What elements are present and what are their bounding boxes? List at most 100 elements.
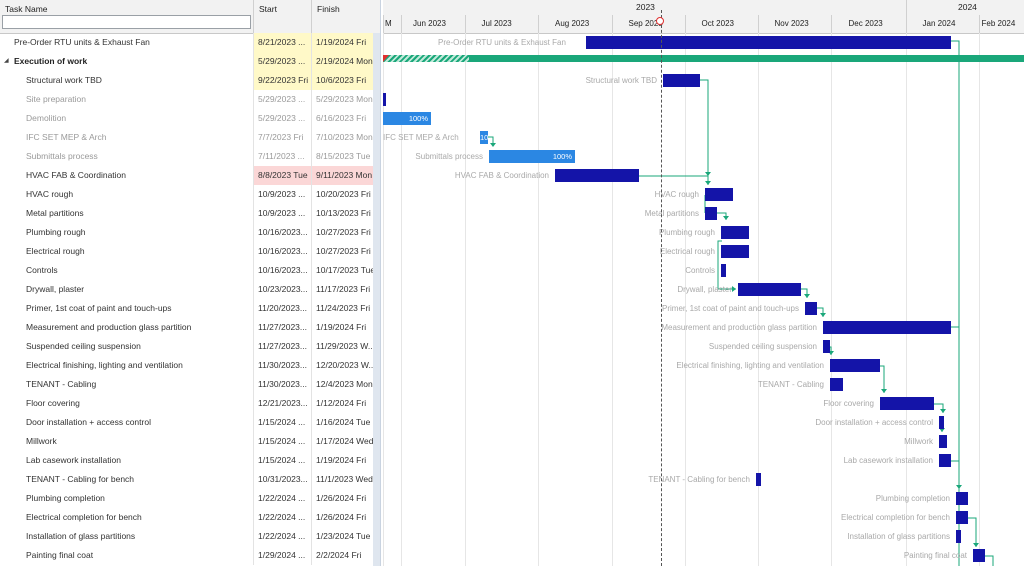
task-bar[interactable] bbox=[805, 302, 817, 315]
task-bar[interactable] bbox=[823, 340, 830, 353]
task-row[interactable]: IFC SET MEP & Arch 7/7/2023 Fri 7/10/2023 … bbox=[0, 128, 380, 147]
task-row[interactable]: Door installation + access control 1/15/2… bbox=[0, 413, 380, 432]
start-date-cell[interactable]: 10/16/2023... bbox=[254, 242, 312, 261]
task-bar[interactable] bbox=[756, 473, 761, 486]
task-row[interactable]: ◢ Execution of work 5/29/2023 ... 2/19/2024… bbox=[0, 52, 380, 71]
task-name-cell[interactable]: Lab casework installation bbox=[0, 451, 254, 470]
task-row[interactable]: Site preparation 5/29/2023 ... 5/29/2023 M… bbox=[0, 90, 380, 109]
task-bar[interactable] bbox=[721, 264, 726, 277]
start-date-cell[interactable]: 5/29/2023 ... bbox=[254, 109, 312, 128]
finish-date-cell[interactable]: 1/26/2024 Fri bbox=[316, 512, 367, 522]
task-bar[interactable] bbox=[705, 188, 733, 201]
task-name-cell[interactable]: Plumbing rough bbox=[0, 223, 254, 242]
start-date-cell[interactable]: 7/7/2023 Fri bbox=[254, 128, 312, 147]
task-row[interactable]: Electrical finishing, lighting and venti… bbox=[0, 356, 380, 375]
finish-date-cell[interactable]: 1/19/2024 Fri bbox=[316, 322, 367, 332]
task-name-cell[interactable]: HVAC FAB & Coordination bbox=[0, 166, 254, 185]
task-name-cell[interactable]: Pre-Order RTU units & Exhaust Fan bbox=[0, 33, 254, 52]
task-bar[interactable] bbox=[956, 492, 968, 505]
task-row[interactable]: Installation of glass partitions 1/22/202… bbox=[0, 527, 380, 546]
start-date-cell[interactable]: 11/27/2023... bbox=[254, 337, 312, 356]
start-date-cell[interactable]: 1/22/2024 ... bbox=[254, 508, 312, 527]
task-row[interactable]: Millwork 1/15/2024 ... 1/17/2024 Wed bbox=[0, 432, 380, 451]
task-name-cell[interactable]: Suspended ceiling suspension bbox=[0, 337, 254, 356]
start-date-cell[interactable]: 12/21/2023... bbox=[254, 394, 312, 413]
summary-bar[interactable] bbox=[469, 55, 1024, 62]
task-row[interactable]: Electrical completion for bench 1/22/2024… bbox=[0, 508, 380, 527]
task-bar[interactable] bbox=[383, 93, 386, 106]
task-row[interactable]: TENANT - Cabling 11/30/2023... 12/4/2023 M… bbox=[0, 375, 380, 394]
task-row[interactable]: Controls 10/16/2023... 10/17/2023 Tue bbox=[0, 261, 380, 280]
task-name-cell[interactable]: Submittals process bbox=[0, 147, 254, 166]
task-row[interactable]: Plumbing completion 1/22/2024 ... 1/26/202… bbox=[0, 489, 380, 508]
finish-date-cell[interactable]: 5/29/2023 Mon bbox=[316, 94, 373, 104]
task-name-cell[interactable]: Electrical finishing, lighting and venti… bbox=[0, 356, 254, 375]
finish-date-cell[interactable]: 10/20/2023 Fri bbox=[316, 189, 371, 199]
task-name-cell[interactable]: ◢ Execution of work bbox=[0, 52, 254, 71]
finish-date-cell[interactable]: 10/27/2023 Fri bbox=[316, 227, 371, 237]
task-name-cell[interactable]: IFC SET MEP & Arch bbox=[0, 128, 254, 147]
finish-date-cell[interactable]: 11/29/2023 W... bbox=[316, 341, 373, 351]
task-row[interactable]: TENANT - Cabling for bench 10/31/2023... 1… bbox=[0, 470, 380, 489]
finish-date-cell[interactable]: 1/23/2024 Tue bbox=[316, 531, 371, 541]
task-name-cell[interactable]: Structural work TBD bbox=[0, 71, 254, 90]
task-name-cell[interactable]: Floor covering bbox=[0, 394, 254, 413]
finish-date-cell[interactable]: 10/27/2023 Fri bbox=[316, 246, 371, 256]
finish-date-cell[interactable]: 10/6/2023 Fri bbox=[312, 71, 373, 90]
task-bar[interactable] bbox=[939, 435, 947, 448]
task-name-cell[interactable]: Drywall, plaster bbox=[0, 280, 254, 299]
task-name-cell[interactable]: Electrical completion for bench bbox=[0, 508, 254, 527]
task-row[interactable]: Metal partitions 10/9/2023 ... 10/13/2023 … bbox=[0, 204, 380, 223]
start-date-cell[interactable]: 5/29/2023 ... bbox=[254, 90, 312, 109]
finish-date-cell[interactable]: 12/4/2023 Mon bbox=[316, 379, 373, 389]
column-header-task-name[interactable]: Task Name bbox=[0, 0, 254, 33]
task-bar[interactable] bbox=[939, 454, 951, 467]
task-bar[interactable] bbox=[705, 207, 717, 220]
task-name-cell[interactable]: Painting final coat bbox=[0, 546, 254, 565]
task-bar[interactable] bbox=[939, 416, 944, 429]
finish-date-cell[interactable]: 1/17/2024 Wed bbox=[316, 436, 373, 446]
start-date-cell[interactable]: 8/21/2023 ... bbox=[254, 33, 312, 52]
task-bar[interactable] bbox=[956, 530, 961, 543]
start-date-cell[interactable]: 10/16/2023... bbox=[254, 223, 312, 242]
finish-date-cell[interactable]: 2/2/2024 Fri bbox=[316, 550, 362, 560]
task-name-cell[interactable]: Site preparation bbox=[0, 90, 254, 109]
task-bar[interactable] bbox=[956, 511, 968, 524]
finish-date-cell[interactable]: 11/17/2023 Fri bbox=[316, 284, 371, 294]
finish-date-cell[interactable]: 6/16/2023 Fri bbox=[316, 113, 367, 123]
task-row[interactable]: Measurement and production glass partiti… bbox=[0, 318, 380, 337]
start-date-cell[interactable]: 11/30/2023... bbox=[254, 375, 312, 394]
start-date-cell[interactable]: 1/15/2024 ... bbox=[254, 451, 312, 470]
task-row[interactable]: Plumbing rough 10/16/2023... 10/27/2023 Fr… bbox=[0, 223, 380, 242]
task-bar[interactable]: 10 bbox=[480, 131, 489, 144]
task-bar[interactable]: 100% bbox=[383, 112, 431, 125]
task-name-cell[interactable]: Plumbing completion bbox=[0, 489, 254, 508]
grid-scrollbar[interactable] bbox=[373, 33, 380, 566]
task-row[interactable]: HVAC FAB & Coordination 8/8/2023 Tue 9/11/… bbox=[0, 166, 380, 185]
task-name-cell[interactable]: TENANT - Cabling for bench bbox=[0, 470, 254, 489]
start-date-cell[interactable]: 10/31/2023... bbox=[254, 470, 312, 489]
start-date-cell[interactable]: 5/29/2023 ... bbox=[254, 52, 312, 71]
task-row[interactable]: Submittals process 7/11/2023 ... 8/15/2023… bbox=[0, 147, 380, 166]
task-bar[interactable] bbox=[738, 283, 801, 296]
task-row[interactable]: Electrical rough 10/16/2023... 10/27/2023 … bbox=[0, 242, 380, 261]
task-bar[interactable] bbox=[830, 359, 880, 372]
task-bar[interactable] bbox=[823, 321, 951, 334]
task-name-cell[interactable]: Installation of glass partitions bbox=[0, 527, 254, 546]
start-date-cell[interactable]: 7/11/2023 ... bbox=[254, 147, 312, 166]
task-row[interactable]: Pre-Order RTU units & Exhaust Fan 8/21/20… bbox=[0, 33, 380, 52]
task-row[interactable]: Structural work TBD 9/22/2023 Fri 10/6/202… bbox=[0, 71, 380, 90]
collapse-triangle-icon[interactable]: ◢ bbox=[4, 58, 9, 64]
today-marker-icon[interactable] bbox=[656, 17, 664, 25]
start-date-cell[interactable]: 1/29/2024 ... bbox=[254, 546, 312, 565]
start-date-cell[interactable]: 1/22/2024 ... bbox=[254, 489, 312, 508]
start-date-cell[interactable]: 11/30/2023... bbox=[254, 356, 312, 375]
task-row[interactable]: Suspended ceiling suspension 11/27/2023..… bbox=[0, 337, 380, 356]
task-bar[interactable] bbox=[721, 245, 749, 258]
task-name-cell[interactable]: TENANT - Cabling bbox=[0, 375, 254, 394]
finish-date-cell[interactable]: 11/1/2023 Wed bbox=[316, 474, 373, 484]
finish-date-cell[interactable]: 7/10/2023 Mon bbox=[316, 132, 373, 142]
task-bar[interactable] bbox=[880, 397, 934, 410]
finish-date-cell[interactable]: 12/20/2023 W... bbox=[316, 360, 373, 370]
task-name-cell[interactable]: Primer, 1st coat of paint and touch-ups bbox=[0, 299, 254, 318]
